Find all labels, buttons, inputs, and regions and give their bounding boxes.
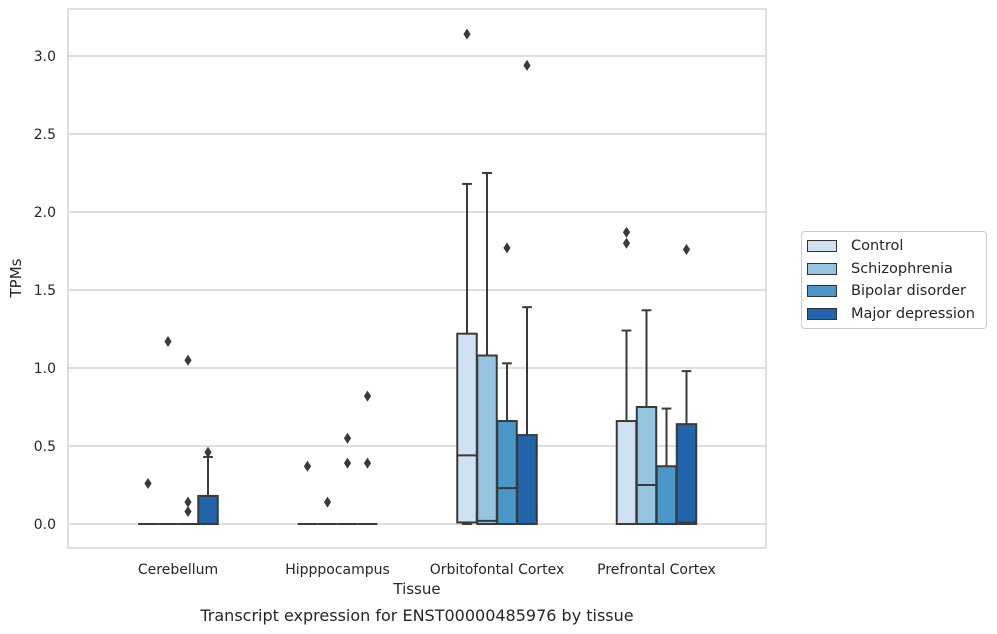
outlier-point [184,496,192,508]
outlier-point [343,432,352,444]
legend-label-major-depression: Major depression [851,305,975,322]
box-bipolar-disorder [655,407,678,525]
outlier-point [503,242,511,254]
legend-swatch-bipolar-disorder [807,285,837,298]
y-tick-label: 2.5 [34,127,56,143]
legend-item-major-depression: Major depression [802,303,986,326]
legend-item-schizophrenia: Schizophrenia [802,258,986,281]
box-schizophrenia [317,496,338,525]
legend-item-bipolar-disorder: Bipolar disorder [802,280,986,303]
y-tick-label: 0.5 [34,439,56,455]
legend-label-control: Control [851,238,904,255]
outlier-point [622,237,631,249]
box-control [615,226,638,526]
box-major-depression [197,446,219,526]
box-body [476,354,498,525]
y-tick-label: 0.0 [34,517,56,533]
outlier-point [164,335,172,347]
y-tick-label: 3.0 [34,49,56,65]
x-tick-label: Prefrontal Cortex [597,562,716,578]
box-control [456,28,478,525]
y-tick-label: 1.0 [34,361,56,377]
legend-swatch-schizophrenia [807,262,837,275]
x-tick-label: Hipppocampus [285,562,390,578]
outlier-point [523,59,531,71]
legend: Control Schizophrenia Bipolar disorder M… [801,231,987,329]
box-major-depression [516,59,538,525]
box-bipolar-disorder [337,432,358,525]
box-schizophrenia [476,172,498,525]
box-major-depression [675,243,698,525]
legend-swatch-control [807,240,837,253]
box-body [456,332,478,524]
outlier-point [204,446,212,458]
box-control [138,477,158,525]
box-bipolar-disorder [496,242,518,526]
box-body [635,406,658,525]
outlier-point [363,457,372,469]
outlier-point [682,243,691,255]
y-tick-label: 2.0 [34,205,56,221]
legend-item-control: Control [802,235,986,258]
box-body [615,420,638,526]
y-tick-label: 1.5 [34,283,56,299]
box-major-depression [357,390,378,525]
x-tick-label: Cerebellum [138,562,218,578]
plot-frame [67,8,767,549]
grid-lines [68,55,766,525]
outlier-point [144,477,152,489]
box-groups [138,28,698,526]
outlier-point [463,28,471,40]
box-schizophrenia [635,309,658,525]
outlier-point [323,496,332,508]
legend-label-schizophrenia: Schizophrenia [851,260,953,277]
y-axis-ticks: 0.0 0.5 1.0 1.5 2.0 2.5 3.0 [34,49,56,533]
outlier-point [303,460,312,472]
box-bipolar-disorder [178,354,198,525]
box-body [516,434,538,525]
x-axis-label: Tissue [393,580,441,598]
box-body [197,494,219,526]
box-schizophrenia [158,335,178,525]
legend-swatch-major-depression [807,307,837,320]
outlier-point [622,226,631,238]
box-body [675,423,698,525]
x-axis-ticks: Cerebellum Hipppocampus Orbitofontal Corte… [138,562,716,578]
box-body [655,465,678,525]
legend-label-bipolar-disorder: Bipolar disorder [851,283,966,300]
outlier-point [184,506,192,518]
outlier-point [343,457,352,469]
box-control [297,460,318,525]
x-tick-label: Orbitofontal Cortex [430,562,565,578]
figure-caption: Transcript expression for ENST0000048597… [200,606,634,625]
outlier-point [363,390,372,402]
outlier-point [184,354,192,366]
box-body [496,420,518,526]
